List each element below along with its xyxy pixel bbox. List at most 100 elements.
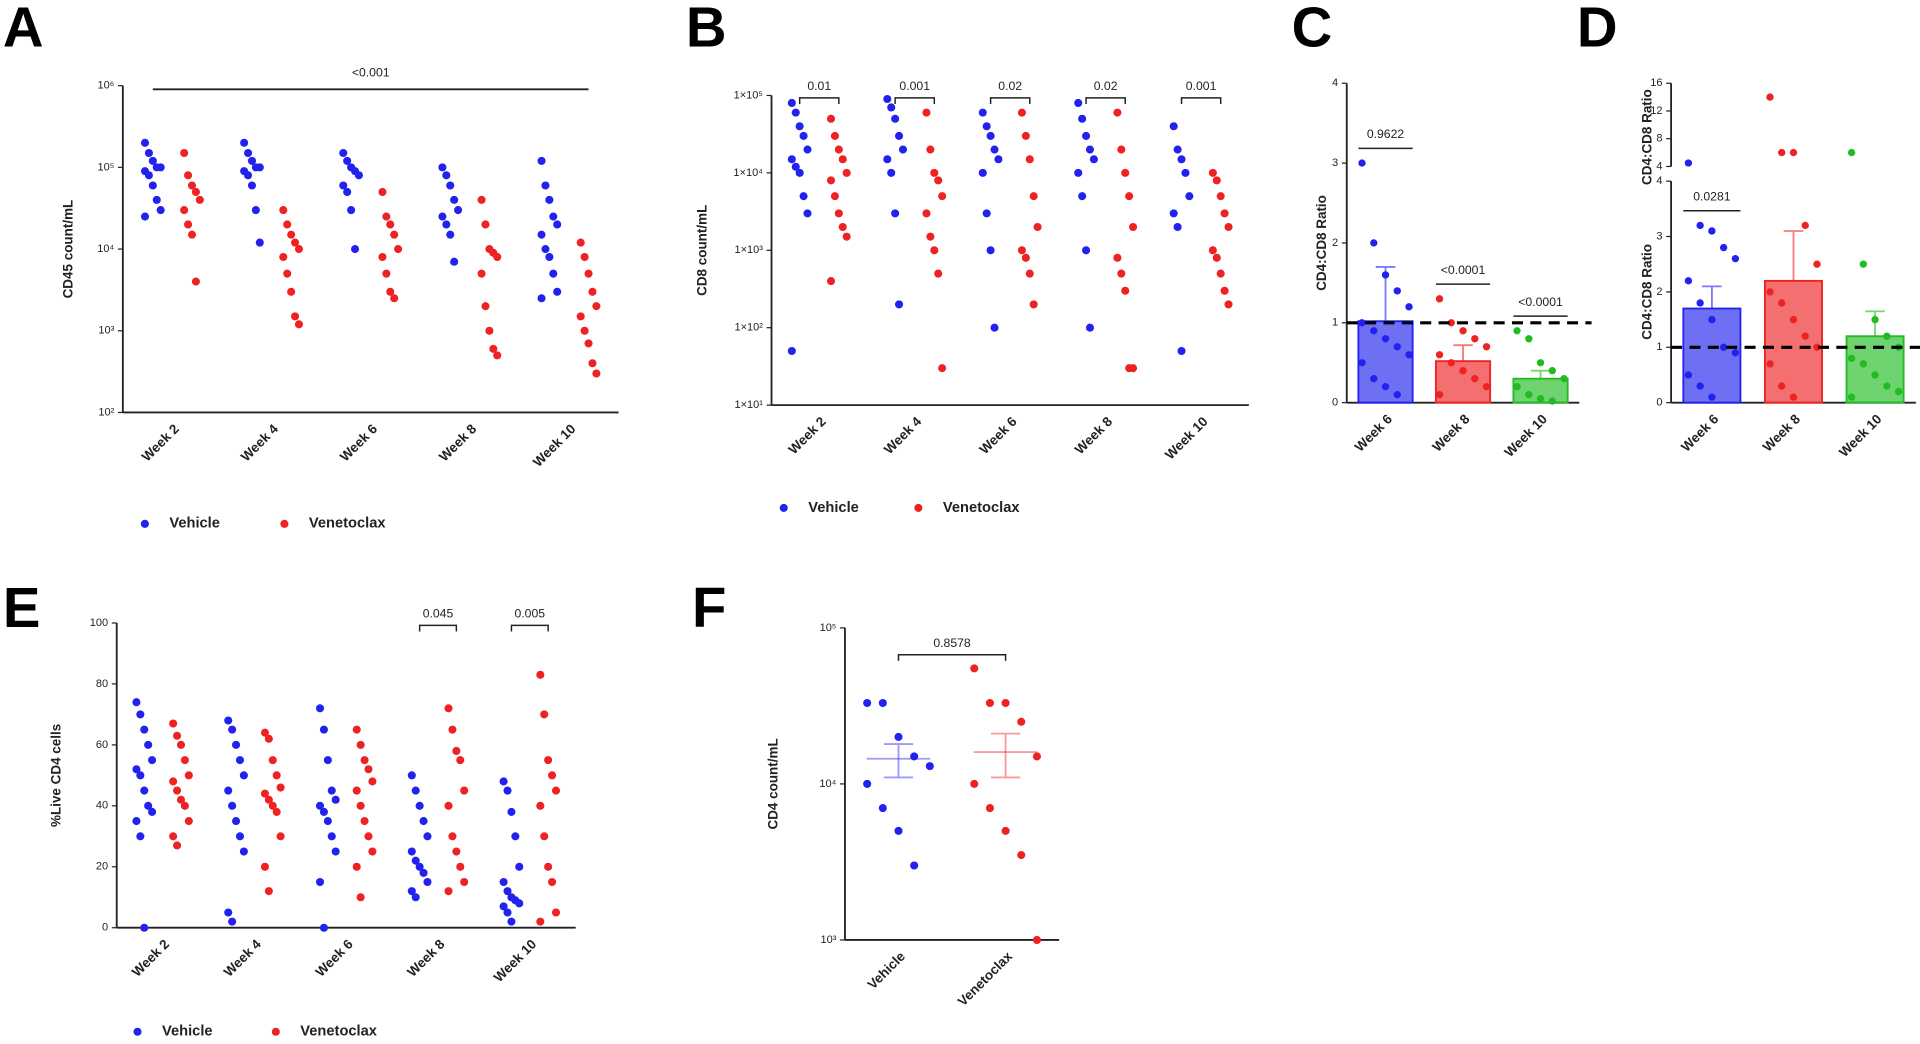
y-tick-label: 80 <box>96 678 108 690</box>
data-point <box>360 817 369 826</box>
data-point <box>456 756 465 765</box>
data-point <box>444 704 453 713</box>
data-point <box>1871 315 1879 324</box>
data-point <box>863 779 872 788</box>
significance-bracket-label: 0.8578 <box>933 636 971 650</box>
data-point <box>588 287 597 296</box>
data-point <box>1859 360 1868 368</box>
error-bar <box>1530 369 1551 379</box>
data-point <box>499 877 508 887</box>
data-point <box>144 801 153 810</box>
data-point <box>411 786 420 795</box>
data-point <box>390 230 399 239</box>
data-point <box>1370 239 1378 247</box>
data-point <box>1471 335 1479 343</box>
significance-bracket-label: 0.02 <box>998 79 1022 93</box>
data-point <box>791 108 800 117</box>
x-tick-label: Week 4 <box>221 936 265 980</box>
data-point <box>887 103 896 112</box>
y-tick-label: 40 <box>96 800 108 812</box>
data-point <box>938 364 947 373</box>
data-point <box>1696 382 1704 390</box>
significance-bracket <box>1085 97 1126 105</box>
significance-label: 0.0281 <box>1693 190 1731 204</box>
data-point <box>415 862 424 871</box>
panel-letter: A <box>3 0 44 59</box>
data-point <box>460 786 469 795</box>
data-point <box>247 156 257 165</box>
x-tick-label: Week 8 <box>1760 411 1804 455</box>
y-axis-label-upper: CD4:CD8 Ratio <box>1639 89 1654 185</box>
data-point <box>191 277 200 286</box>
data-point <box>910 861 919 870</box>
legend-marker <box>280 519 289 528</box>
significance-bracket <box>897 654 1007 661</box>
error-bar <box>990 732 1021 779</box>
data-point <box>148 807 157 816</box>
data-point <box>411 893 420 902</box>
y-tick-label: 10⁶ <box>98 80 115 92</box>
data-point <box>1125 192 1134 201</box>
data-point <box>1560 375 1568 383</box>
data-point <box>283 269 292 278</box>
data-point <box>1082 246 1091 255</box>
x-tick-label: Week 10 <box>1836 411 1885 460</box>
data-point <box>140 786 149 795</box>
y-tick-label: 8 <box>1656 133 1662 145</box>
data-point <box>803 209 812 218</box>
y-tick-label: 1×10³ <box>734 244 763 256</box>
data-point <box>368 847 377 856</box>
data-point <box>1708 227 1716 235</box>
data-point <box>1121 286 1130 295</box>
data-point <box>1778 299 1786 307</box>
data-point <box>1129 364 1138 373</box>
data-point <box>1001 698 1010 708</box>
data-point <box>1459 367 1467 375</box>
data-point <box>584 269 593 278</box>
data-point <box>1731 349 1740 357</box>
data-point <box>799 192 808 201</box>
data-point <box>787 346 796 356</box>
data-point <box>419 817 428 826</box>
y-tick-label: 10³ <box>98 325 114 337</box>
bar <box>1764 279 1823 404</box>
y-tick-label: 10⁴ <box>97 243 114 255</box>
data-point <box>378 252 387 262</box>
data-point <box>232 740 241 749</box>
data-point <box>1684 371 1693 379</box>
data-point <box>1536 395 1545 403</box>
y-tick-label: 1×10⁴ <box>733 167 763 179</box>
data-point <box>986 131 995 140</box>
data-point <box>545 195 554 204</box>
data-point <box>1358 159 1366 167</box>
data-point <box>239 771 248 780</box>
data-point <box>499 902 508 911</box>
data-point <box>378 187 387 197</box>
data-point <box>1017 717 1026 726</box>
data-point <box>842 232 851 241</box>
data-point <box>1513 327 1521 335</box>
data-point <box>291 238 300 247</box>
legend-label: Venetoclax <box>309 516 387 532</box>
data-point <box>390 294 399 303</box>
data-point <box>136 832 145 841</box>
data-point <box>247 181 257 190</box>
data-point <box>1358 319 1366 327</box>
data-point <box>553 220 562 229</box>
data-point <box>327 786 336 795</box>
x-tick-label: Vehicle <box>865 948 909 992</box>
data-point <box>343 187 352 197</box>
data-point <box>990 323 999 332</box>
data-point <box>423 877 432 887</box>
significance-bracket <box>1180 97 1222 105</box>
data-point <box>1883 382 1891 390</box>
data-point <box>364 832 373 841</box>
data-point <box>826 176 836 185</box>
data-point <box>838 222 847 232</box>
data-point <box>503 887 512 896</box>
legend-marker <box>779 503 788 512</box>
data-point <box>140 725 149 734</box>
y-tick-label: 10⁵ <box>97 161 114 173</box>
data-point <box>537 156 546 165</box>
data-point <box>934 269 943 278</box>
